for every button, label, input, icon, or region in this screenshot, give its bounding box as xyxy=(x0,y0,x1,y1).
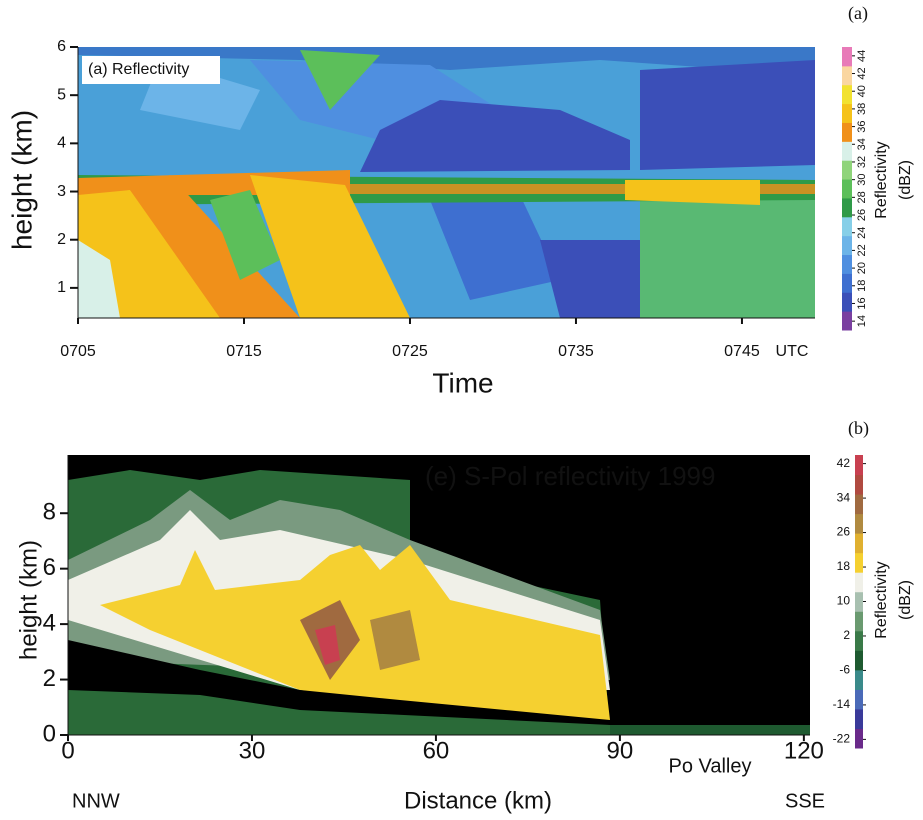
y-tick-label: 1 xyxy=(57,279,66,296)
x-tick-label: 0715 xyxy=(226,343,262,360)
y-tick-label: 4 xyxy=(57,135,66,152)
colorbar-tick-label: 28 xyxy=(856,191,868,203)
colorbar-title: (dBZ) xyxy=(897,580,914,620)
colorbar-swatch xyxy=(855,513,863,534)
colorbar-swatch xyxy=(855,494,863,515)
colorbar-swatch xyxy=(842,65,852,86)
colorbar-title: Reflectivity xyxy=(873,561,890,638)
panel-title: (e) S-Pol reflectivity 1999 xyxy=(425,461,715,491)
colorbar-swatch xyxy=(855,552,863,573)
colorbar-swatch xyxy=(855,474,863,495)
panel-title: (a) Reflectivity xyxy=(88,61,189,78)
colorbar-tick-label: 38 xyxy=(856,103,868,115)
colorbar-swatch xyxy=(842,179,852,199)
colorbar-swatch xyxy=(855,728,863,749)
colorbar-tick-label: 42 xyxy=(856,67,868,79)
colorbar-tick-label: -14 xyxy=(833,697,851,711)
x-axis-title: Distance (km) xyxy=(404,787,552,814)
x-tick-label: 0745 xyxy=(724,343,760,360)
x-tick-label: 90 xyxy=(607,737,634,764)
colorbar-swatch xyxy=(855,455,863,476)
heatmap-a xyxy=(78,47,815,318)
colorbar-swatch xyxy=(842,122,852,142)
colorbar-tick-label: 24 xyxy=(856,227,868,239)
x-tick-label: 30 xyxy=(239,737,266,764)
annotation: SSE xyxy=(785,790,825,812)
colorbar-swatch xyxy=(855,533,863,554)
y-tick-label: 2 xyxy=(43,665,56,692)
colorbar-swatch xyxy=(842,197,852,218)
x-axis-title: Time xyxy=(432,367,493,398)
y-tick-label: 0 xyxy=(43,720,56,747)
colorbar-swatch xyxy=(855,572,863,593)
panel-label: (a) xyxy=(848,3,868,24)
colorbar-swatch xyxy=(855,708,863,729)
x-tick-label: 60 xyxy=(423,737,450,764)
y-tick-label: 3 xyxy=(57,183,66,200)
colorbar-tick-label: 20 xyxy=(856,262,868,274)
colorbar-swatch xyxy=(855,689,863,710)
colorbar-tick-label: 40 xyxy=(856,85,868,97)
heatmap-b xyxy=(68,455,810,735)
colorbar-tick-label: 18 xyxy=(856,280,868,292)
colorbar-tick-label: 34 xyxy=(837,490,851,504)
y-tick-label: 8 xyxy=(43,499,56,526)
y-tick-label: 2 xyxy=(57,231,66,248)
colorbar-swatch xyxy=(842,141,852,161)
colorbar-swatch xyxy=(855,611,863,632)
y-tick-label: 6 xyxy=(43,554,56,581)
colorbar-swatch xyxy=(842,103,852,123)
colorbar-tick-label: 26 xyxy=(856,209,868,221)
colorbar-tick-label: 10 xyxy=(837,594,851,608)
colorbar-swatch xyxy=(842,273,852,293)
colorbar-swatch xyxy=(855,591,863,612)
colorbar-swatch xyxy=(842,84,852,105)
annotation: NNW xyxy=(72,790,120,812)
colorbar-tick-label: 36 xyxy=(856,120,868,132)
x-tick-label: 0 xyxy=(61,737,74,764)
x-tick-label: 0705 xyxy=(60,343,96,360)
y-axis-title: height (km) xyxy=(15,540,42,660)
colorbar-tick-label: -6 xyxy=(839,663,850,677)
colorbar-swatch xyxy=(855,630,863,651)
colorbar-swatch xyxy=(842,216,852,237)
colorbar-tick-label: 30 xyxy=(856,174,868,186)
colorbar-tick-label: 26 xyxy=(837,525,851,539)
colorbar-tick-label: 32 xyxy=(856,156,868,168)
x-tick-label: 0735 xyxy=(558,343,594,360)
colorbar-tick-label: 42 xyxy=(837,456,851,470)
colorbar-swatch xyxy=(842,292,852,312)
panel-label: (b) xyxy=(848,418,869,439)
y-tick-label: 5 xyxy=(57,86,66,103)
colorbar-title: (dBZ) xyxy=(897,160,914,200)
colorbar-swatch xyxy=(842,311,852,331)
annotation: Po Valley xyxy=(668,755,751,777)
colorbar-swatch xyxy=(842,254,852,274)
colorbar-tick-label: 18 xyxy=(837,559,851,573)
colorbar-swatch xyxy=(842,160,852,180)
colorbar-tick-label: -22 xyxy=(833,732,851,746)
colorbar-tick-label: 44 xyxy=(856,50,868,62)
colorbar-title: Reflectivity xyxy=(873,141,890,218)
colorbar-tick-label: 34 xyxy=(856,138,868,150)
y-tick-label: 6 xyxy=(57,38,66,55)
colorbar-tick-label: 14 xyxy=(856,315,868,327)
y-axis-title: height (km) xyxy=(6,110,37,250)
colorbar-swatch xyxy=(842,47,852,67)
title-box xyxy=(82,56,220,84)
colorbar-tick-label: 2 xyxy=(843,628,850,642)
x-tick-label: 120 xyxy=(784,737,824,764)
colorbar-swatch xyxy=(842,235,852,256)
y-tick-label: 4 xyxy=(43,609,56,636)
x-tick-label: 0725 xyxy=(392,343,428,360)
colorbar-tick-label: 16 xyxy=(856,297,868,309)
colorbar-tick-label: 22 xyxy=(856,244,868,256)
colorbar-swatch xyxy=(855,669,863,690)
colorbar-swatch xyxy=(855,650,863,671)
x-unit: UTC xyxy=(776,343,809,360)
